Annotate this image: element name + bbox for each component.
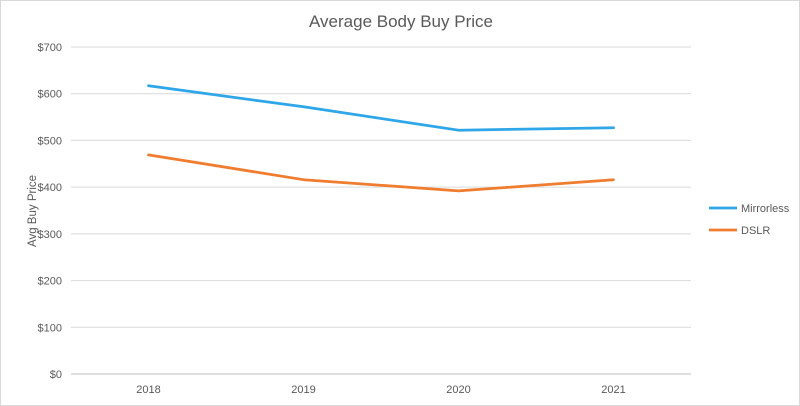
y-tick-label: $600 [38, 89, 62, 101]
series-line-dslr [147, 153, 615, 193]
legend-label-dslr: DSLR [741, 225, 770, 237]
y-tick-label: $400 [38, 182, 62, 194]
legend: Mirrorless DSLR [709, 203, 790, 237]
x-tick-label: 2018 [136, 384, 160, 396]
y-tick-label: $700 [38, 42, 62, 54]
y-tick-label: $500 [38, 135, 62, 147]
legend-label-mirrorless: Mirrorless [741, 203, 790, 215]
x-tick-labels: 2018 2019 2020 2021 [136, 384, 625, 396]
x-tick-label: 2019 [291, 384, 315, 396]
y-tick-label: $300 [38, 229, 62, 241]
y-axis-label: Avg Buy Price [27, 175, 39, 247]
y-tick-labels: $0 $100 $200 $300 $400 $500 $600 $700 [38, 42, 62, 381]
y-tick-label: $200 [38, 276, 62, 288]
series-lines [147, 84, 615, 193]
series-line-mirrorless [147, 84, 615, 132]
x-tick-label: 2020 [446, 384, 470, 396]
chart-title: Average Body Buy Price [309, 12, 493, 31]
y-tick-label: $0 [50, 369, 62, 381]
y-tick-label: $100 [38, 322, 62, 334]
x-tick-label: 2021 [601, 384, 625, 396]
gridlines [71, 46, 691, 375]
